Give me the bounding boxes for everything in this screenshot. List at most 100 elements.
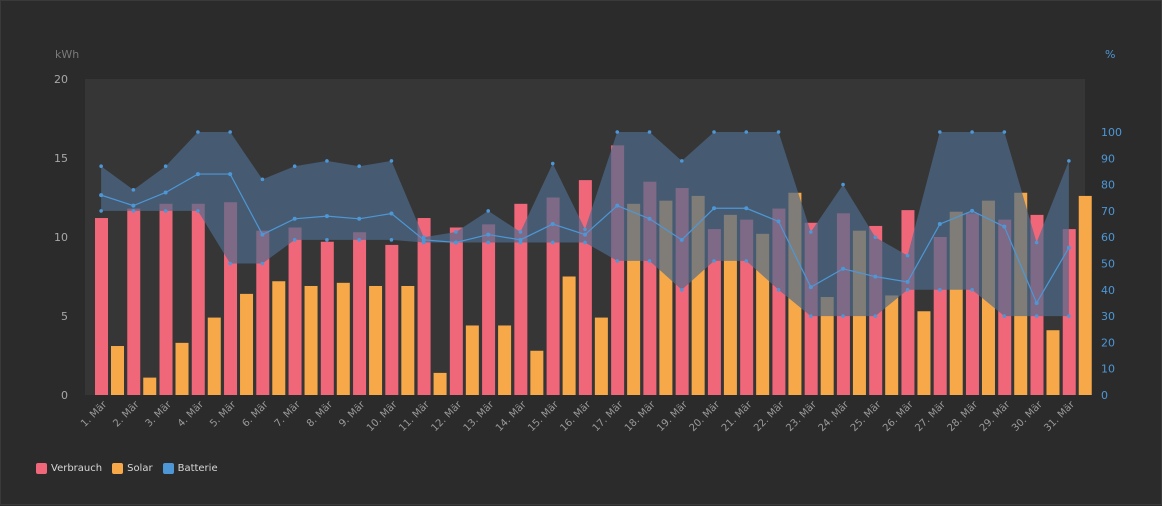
- battery-point: [518, 237, 523, 242]
- battery-max-point: [679, 159, 684, 163]
- legend-swatch-batterie: [162, 463, 174, 474]
- y-right-tick-label: 30: [1101, 310, 1115, 323]
- y-right-tick-label: 10: [1101, 363, 1115, 376]
- bar-verbrauch: [482, 224, 496, 395]
- battery-min-point: [970, 288, 974, 292]
- battery-min-point: [292, 238, 297, 242]
- battery-point: [873, 274, 878, 279]
- battery-point: [131, 203, 136, 208]
- battery-max-point: [1067, 159, 1071, 163]
- bar-verbrauch: [707, 229, 721, 395]
- battery-point: [260, 232, 265, 237]
- battery-point: [744, 206, 749, 211]
- y-right-tick-label: 20: [1101, 336, 1115, 349]
- bar-solar: [433, 372, 447, 395]
- battery-min-point: [841, 314, 845, 318]
- bar-solar: [336, 282, 350, 395]
- battery-max-point: [1034, 240, 1039, 245]
- x-tick-label: 19. Mär: [655, 399, 690, 434]
- legend-item-batterie[interactable]: Batterie: [162, 463, 218, 474]
- battery-max-point: [970, 130, 974, 134]
- y-left-tick-label: 0: [61, 389, 68, 402]
- bar-verbrauch: [417, 218, 431, 395]
- battery-min-point: [163, 209, 168, 213]
- battery-max-point: [357, 164, 361, 168]
- bar-verbrauch: [546, 197, 560, 395]
- bar-solar: [143, 377, 157, 395]
- x-tick-label: 14. Mär: [494, 399, 529, 434]
- battery-point: [841, 266, 846, 271]
- x-tick-label: 30. Mär: [1010, 399, 1045, 434]
- battery-point: [905, 279, 910, 284]
- legend-item-solar[interactable]: Solar: [112, 463, 153, 474]
- x-tick-label: 11. Mär: [397, 399, 432, 434]
- x-tick-label: 8. Mär: [305, 399, 336, 430]
- bar-verbrauch: [191, 203, 205, 395]
- battery-point: [550, 222, 555, 227]
- battery-max-point: [873, 235, 878, 239]
- x-tick-label: 27. Mär: [913, 399, 948, 434]
- battery-min-point: [938, 288, 942, 292]
- battery-min-point: [228, 261, 232, 266]
- bar-verbrauch: [353, 232, 367, 395]
- battery-min-point: [196, 209, 200, 213]
- battery-max-point: [647, 130, 652, 134]
- battery-min-point: [454, 240, 458, 245]
- x-tick-label: 29. Mär: [978, 399, 1013, 434]
- bar-solar: [498, 325, 512, 395]
- battery-max-point: [99, 164, 103, 168]
- battery-point: [1002, 224, 1007, 229]
- battery-max-point: [905, 253, 910, 258]
- bar-solar: [207, 317, 221, 395]
- bar-verbrauch: [159, 203, 173, 395]
- legend-item-verbrauch[interactable]: Verbrauch: [36, 463, 102, 474]
- bar-verbrauch: [449, 227, 463, 395]
- battery-point: [1034, 300, 1039, 305]
- x-tick-label: 12. Mär: [429, 399, 464, 434]
- battery-point: [970, 208, 975, 213]
- battery-point: [421, 237, 426, 242]
- battery-max-point: [744, 130, 749, 134]
- battery-min-point: [809, 314, 813, 318]
- bar-solar: [240, 293, 254, 395]
- bar-solar: [369, 285, 383, 395]
- bar-solar: [401, 285, 415, 395]
- y-right-unit: %: [1105, 48, 1115, 61]
- y-right-tick-label: 40: [1101, 284, 1115, 297]
- bar-solar: [885, 295, 899, 395]
- x-tick-label: 17. Mär: [591, 399, 626, 434]
- x-tick-label: 9. Mär: [337, 399, 368, 430]
- y-left-tick-label: 5: [61, 310, 68, 323]
- bar-verbrauch: [514, 203, 528, 395]
- battery-point: [808, 285, 813, 290]
- x-tick-label: 5. Mär: [208, 399, 239, 430]
- x-tick-label: 1. Mär: [79, 399, 110, 430]
- battery-min-point: [679, 288, 684, 292]
- battery-point: [1066, 245, 1071, 250]
- battery-min-point: [1002, 314, 1007, 318]
- battery-point: [712, 206, 717, 211]
- bar-solar: [304, 285, 318, 395]
- battery-min-point: [131, 209, 136, 213]
- battery-point: [163, 190, 168, 195]
- bar-verbrauch: [256, 230, 270, 395]
- battery-point: [647, 216, 652, 221]
- battery-max-point: [260, 177, 265, 182]
- bar-verbrauch: [288, 227, 302, 395]
- y-right-tick-label: 90: [1101, 152, 1115, 165]
- battery-max-point: [228, 130, 232, 134]
- battery-point: [292, 216, 297, 221]
- battery-max-point: [550, 161, 555, 166]
- battery-min-point: [99, 209, 103, 213]
- y-right-tick-label: 50: [1101, 258, 1115, 271]
- battery-max-point: [131, 188, 136, 192]
- battery-max-point: [454, 230, 458, 234]
- bar-solar: [465, 325, 479, 395]
- bar-solar: [111, 346, 124, 395]
- bar-verbrauch: [95, 218, 108, 395]
- x-tick-label: 16. Mär: [559, 399, 594, 434]
- battery-point: [99, 193, 104, 198]
- x-tick-label: 31. Mär: [1042, 399, 1077, 434]
